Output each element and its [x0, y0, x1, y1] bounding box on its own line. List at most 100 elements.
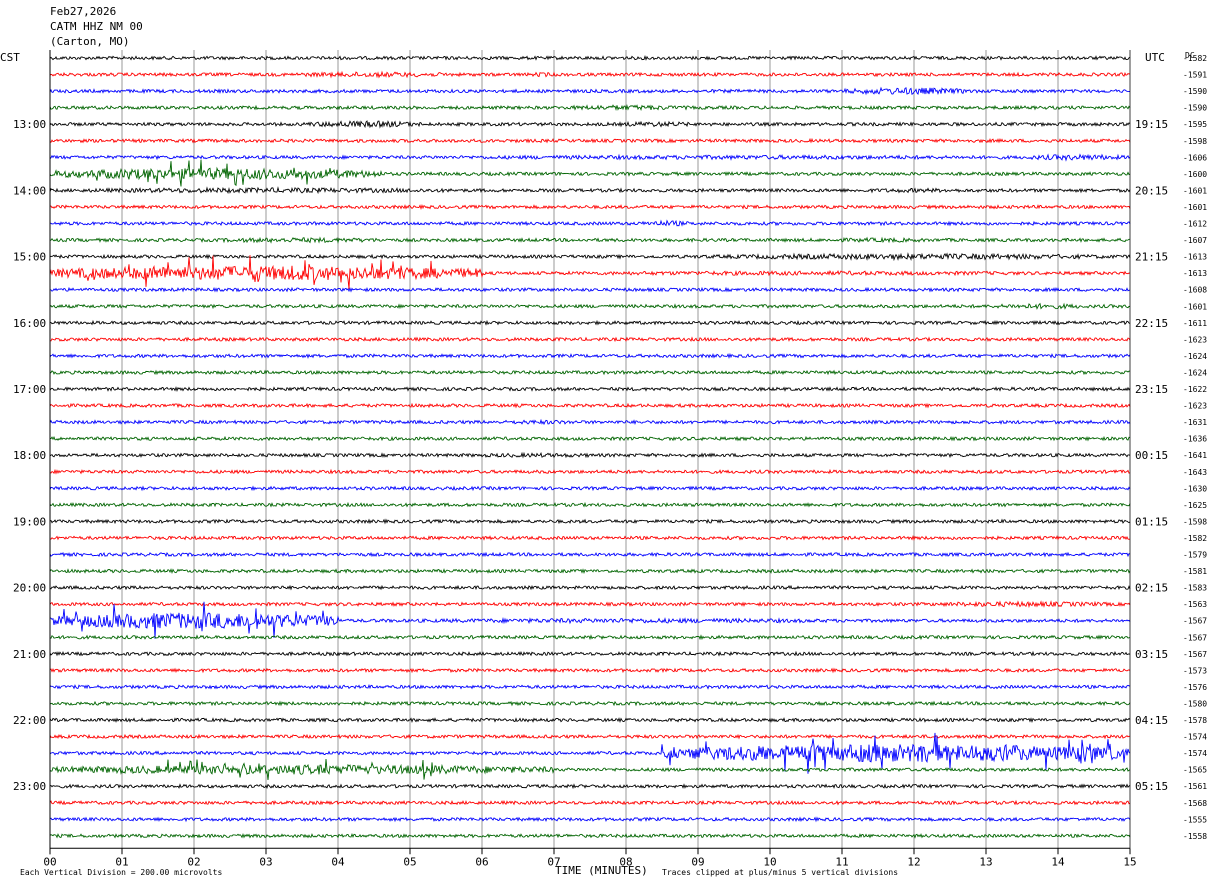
dc-offset-label: -1624 [1183, 368, 1207, 377]
seismic-trace [49, 137, 1131, 144]
dc-offset-label: -1578 [1183, 716, 1207, 725]
x-tick-label: 07 [547, 855, 560, 868]
seismic-trace [49, 833, 1131, 839]
right-hour-label: 02:15 [1135, 582, 1168, 595]
dc-offset-label: -1625 [1183, 501, 1207, 510]
x-tick-label: 03 [259, 855, 272, 868]
seismic-trace [49, 485, 1131, 492]
seismic-trace [49, 336, 1131, 343]
dc-offset-label: -1576 [1183, 683, 1207, 692]
seismic-trace [49, 451, 1131, 459]
x-tick-label: 13 [979, 855, 992, 868]
seismic-trace [49, 700, 1131, 707]
x-tick-label: 10 [763, 855, 776, 868]
dc-offset-label: -1567 [1183, 633, 1207, 642]
dc-offset-label: -1624 [1183, 352, 1207, 361]
seismic-trace [49, 104, 1131, 112]
time-gridlines [49, 50, 1131, 849]
station-location: (Carton, MO) [50, 35, 130, 48]
dc-offset-label: -1567 [1183, 650, 1207, 659]
dc-offset-label: -1608 [1183, 286, 1207, 295]
left-hour-label: 16:00 [13, 317, 46, 330]
right-hour-label: 03:15 [1135, 648, 1168, 661]
seismic-trace [49, 468, 1131, 475]
seismic-trace [49, 159, 1131, 187]
dc-offset-label: -1623 [1183, 335, 1207, 344]
dc-offset-label: -1595 [1183, 120, 1207, 129]
left-axis-label: CST [0, 51, 20, 64]
seismic-trace [49, 386, 1131, 392]
seismic-trace [49, 255, 1131, 289]
dc-offset-label: -1598 [1183, 517, 1207, 526]
dc-offset-label: -1581 [1183, 567, 1207, 576]
left-hour-label: 13:00 [13, 118, 46, 131]
dc-offset-label: -1565 [1183, 766, 1207, 775]
seismic-trace [49, 634, 1131, 641]
seismic-trace [49, 551, 1131, 558]
dc-offset-label: -1601 [1183, 186, 1207, 195]
dc-offset-label: -1623 [1183, 402, 1207, 411]
x-tick-label: 01 [115, 855, 128, 868]
dc-offset-label: -1558 [1183, 832, 1207, 841]
dc-offset-label: -1568 [1183, 799, 1207, 808]
seismic-trace [49, 684, 1131, 690]
seismic-trace [49, 733, 1131, 740]
x-tick-label: 08 [619, 855, 632, 868]
dc-offset-label: -1631 [1183, 418, 1207, 427]
seismic-trace [49, 783, 1131, 790]
right-hour-label: 21:15 [1135, 251, 1168, 264]
x-tick-label: 04 [331, 855, 345, 868]
left-hour-label: 17:00 [13, 383, 46, 396]
dc-offset-label: -1582 [1183, 534, 1207, 543]
dc-offset-label: -1583 [1183, 584, 1207, 593]
seismic-trace [49, 816, 1131, 823]
left-hour-label: 20:00 [13, 582, 46, 595]
dc-offset-label: -1601 [1183, 302, 1207, 311]
left-hour-label: 18:00 [13, 449, 46, 462]
chart-axes: 00 01 02 03 04 05 06 07 08 09 10 11 12 13 14 15 13:00 14:… [13, 50, 1207, 868]
seismic-trace [49, 568, 1131, 575]
seismic-trace [49, 601, 1131, 639]
seismic-trace [49, 219, 1131, 227]
seismic-trace [49, 70, 1131, 79]
seismic-trace [49, 435, 1131, 442]
seismic-trace [49, 286, 1130, 293]
seismic-trace [49, 667, 1131, 674]
dc-offset-label: -1574 [1183, 733, 1207, 742]
dc-offset-label: -1607 [1183, 236, 1207, 245]
x-tick-label: 15 [1123, 855, 1136, 868]
dc-offset-label: -1574 [1183, 749, 1207, 758]
seismic-trace [49, 717, 1131, 724]
seismic-trace [49, 650, 1131, 657]
seismic-trace [49, 86, 1131, 96]
x-tick-label: 12 [907, 855, 920, 868]
seismic-trace [49, 319, 1131, 326]
left-hour-label: 14:00 [13, 184, 46, 197]
seismic-trace [49, 584, 1131, 591]
left-hour-label: 23:00 [13, 780, 46, 793]
footer-clip-note: Traces clipped at plus/minus 5 vertical … [662, 868, 898, 877]
dc-offset-label: -1567 [1183, 617, 1207, 626]
left-hour-label: 21:00 [13, 648, 46, 661]
seismic-trace [49, 54, 1131, 61]
seismic-trace [49, 236, 1130, 244]
dc-offset-label: -1613 [1183, 269, 1207, 278]
dc-offset-label: -1579 [1183, 551, 1207, 560]
left-hour-label: 19:00 [13, 515, 46, 528]
dc-offset-label: -1582 [1183, 54, 1207, 63]
seismic-trace [49, 302, 1131, 310]
seismic-trace [49, 352, 1131, 360]
seismic-trace [49, 501, 1131, 508]
dc-offset-label: -1563 [1183, 600, 1207, 609]
dc-offset-label: -1591 [1183, 71, 1207, 80]
seismic-trace [49, 252, 1131, 262]
station-code: CATM HHZ NM 00 [50, 20, 143, 33]
dc-offset-header: DC [1185, 51, 1195, 60]
right-hour-label: 23:15 [1135, 383, 1168, 396]
left-hour-label: 15:00 [13, 251, 46, 264]
x-tick-label: 00 [43, 855, 56, 868]
right-axis-label: UTC [1145, 51, 1165, 64]
dc-offset-label: -1601 [1183, 203, 1207, 212]
seismic-trace [49, 120, 1131, 129]
x-tick-label: 14 [1051, 855, 1065, 868]
